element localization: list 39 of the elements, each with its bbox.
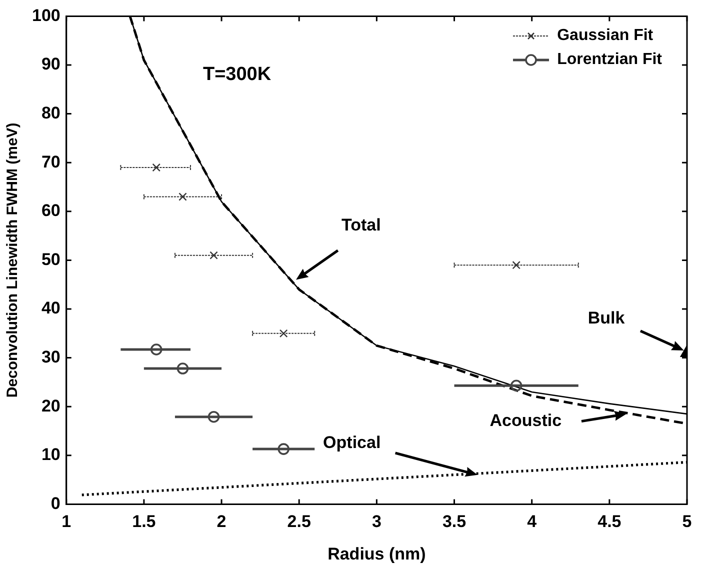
y-tick-label: 50 <box>41 250 60 269</box>
point <box>178 192 187 201</box>
x-tick-label: 1.5 <box>132 512 156 532</box>
x-tick-label: 5 <box>682 512 692 532</box>
point <box>210 251 218 260</box>
point <box>208 410 220 423</box>
annotation: Optical <box>323 432 381 452</box>
point <box>278 443 290 455</box>
x-tick-label: 2.5 <box>287 512 311 532</box>
y-tick-label: 20 <box>41 396 60 416</box>
point <box>152 163 160 172</box>
y-tick-label: 70 <box>41 152 60 172</box>
legend-label: Gaussian Fit <box>557 27 654 46</box>
point <box>510 380 522 392</box>
x-tick-label: 4 <box>527 512 538 532</box>
y-tick-label: 100 <box>32 6 60 25</box>
y-tick-label: 40 <box>41 298 60 318</box>
y-tick-label: 0 <box>50 494 60 513</box>
x-tick-label: 4.5 <box>598 512 622 532</box>
y-tick-label: 10 <box>41 445 60 464</box>
x-tick-label: 1 <box>62 512 72 532</box>
annotation: Bulk <box>588 308 626 328</box>
point <box>176 362 189 374</box>
x-axis-title: Radius (nm) <box>328 544 426 564</box>
y-tick-label: 60 <box>41 201 60 220</box>
point <box>279 329 288 338</box>
point <box>150 344 162 356</box>
y-tick-label: 90 <box>41 54 60 74</box>
x-tick-label: 2 <box>216 512 226 532</box>
annotation: T=300K <box>202 64 272 85</box>
y-axis-title: Deconvolution Linewidth FWHM (meV) <box>4 122 22 398</box>
legend-label: Lorentzian Fit <box>557 51 662 70</box>
annotation: Total <box>341 216 381 235</box>
annotation: Acoustic <box>490 410 562 430</box>
y-tick-label: 30 <box>41 347 60 366</box>
x-tick-label: 3.5 <box>442 512 466 532</box>
point <box>512 260 520 270</box>
x-tick-label: 3 <box>372 512 382 532</box>
y-tick-label: 80 <box>41 103 60 122</box>
